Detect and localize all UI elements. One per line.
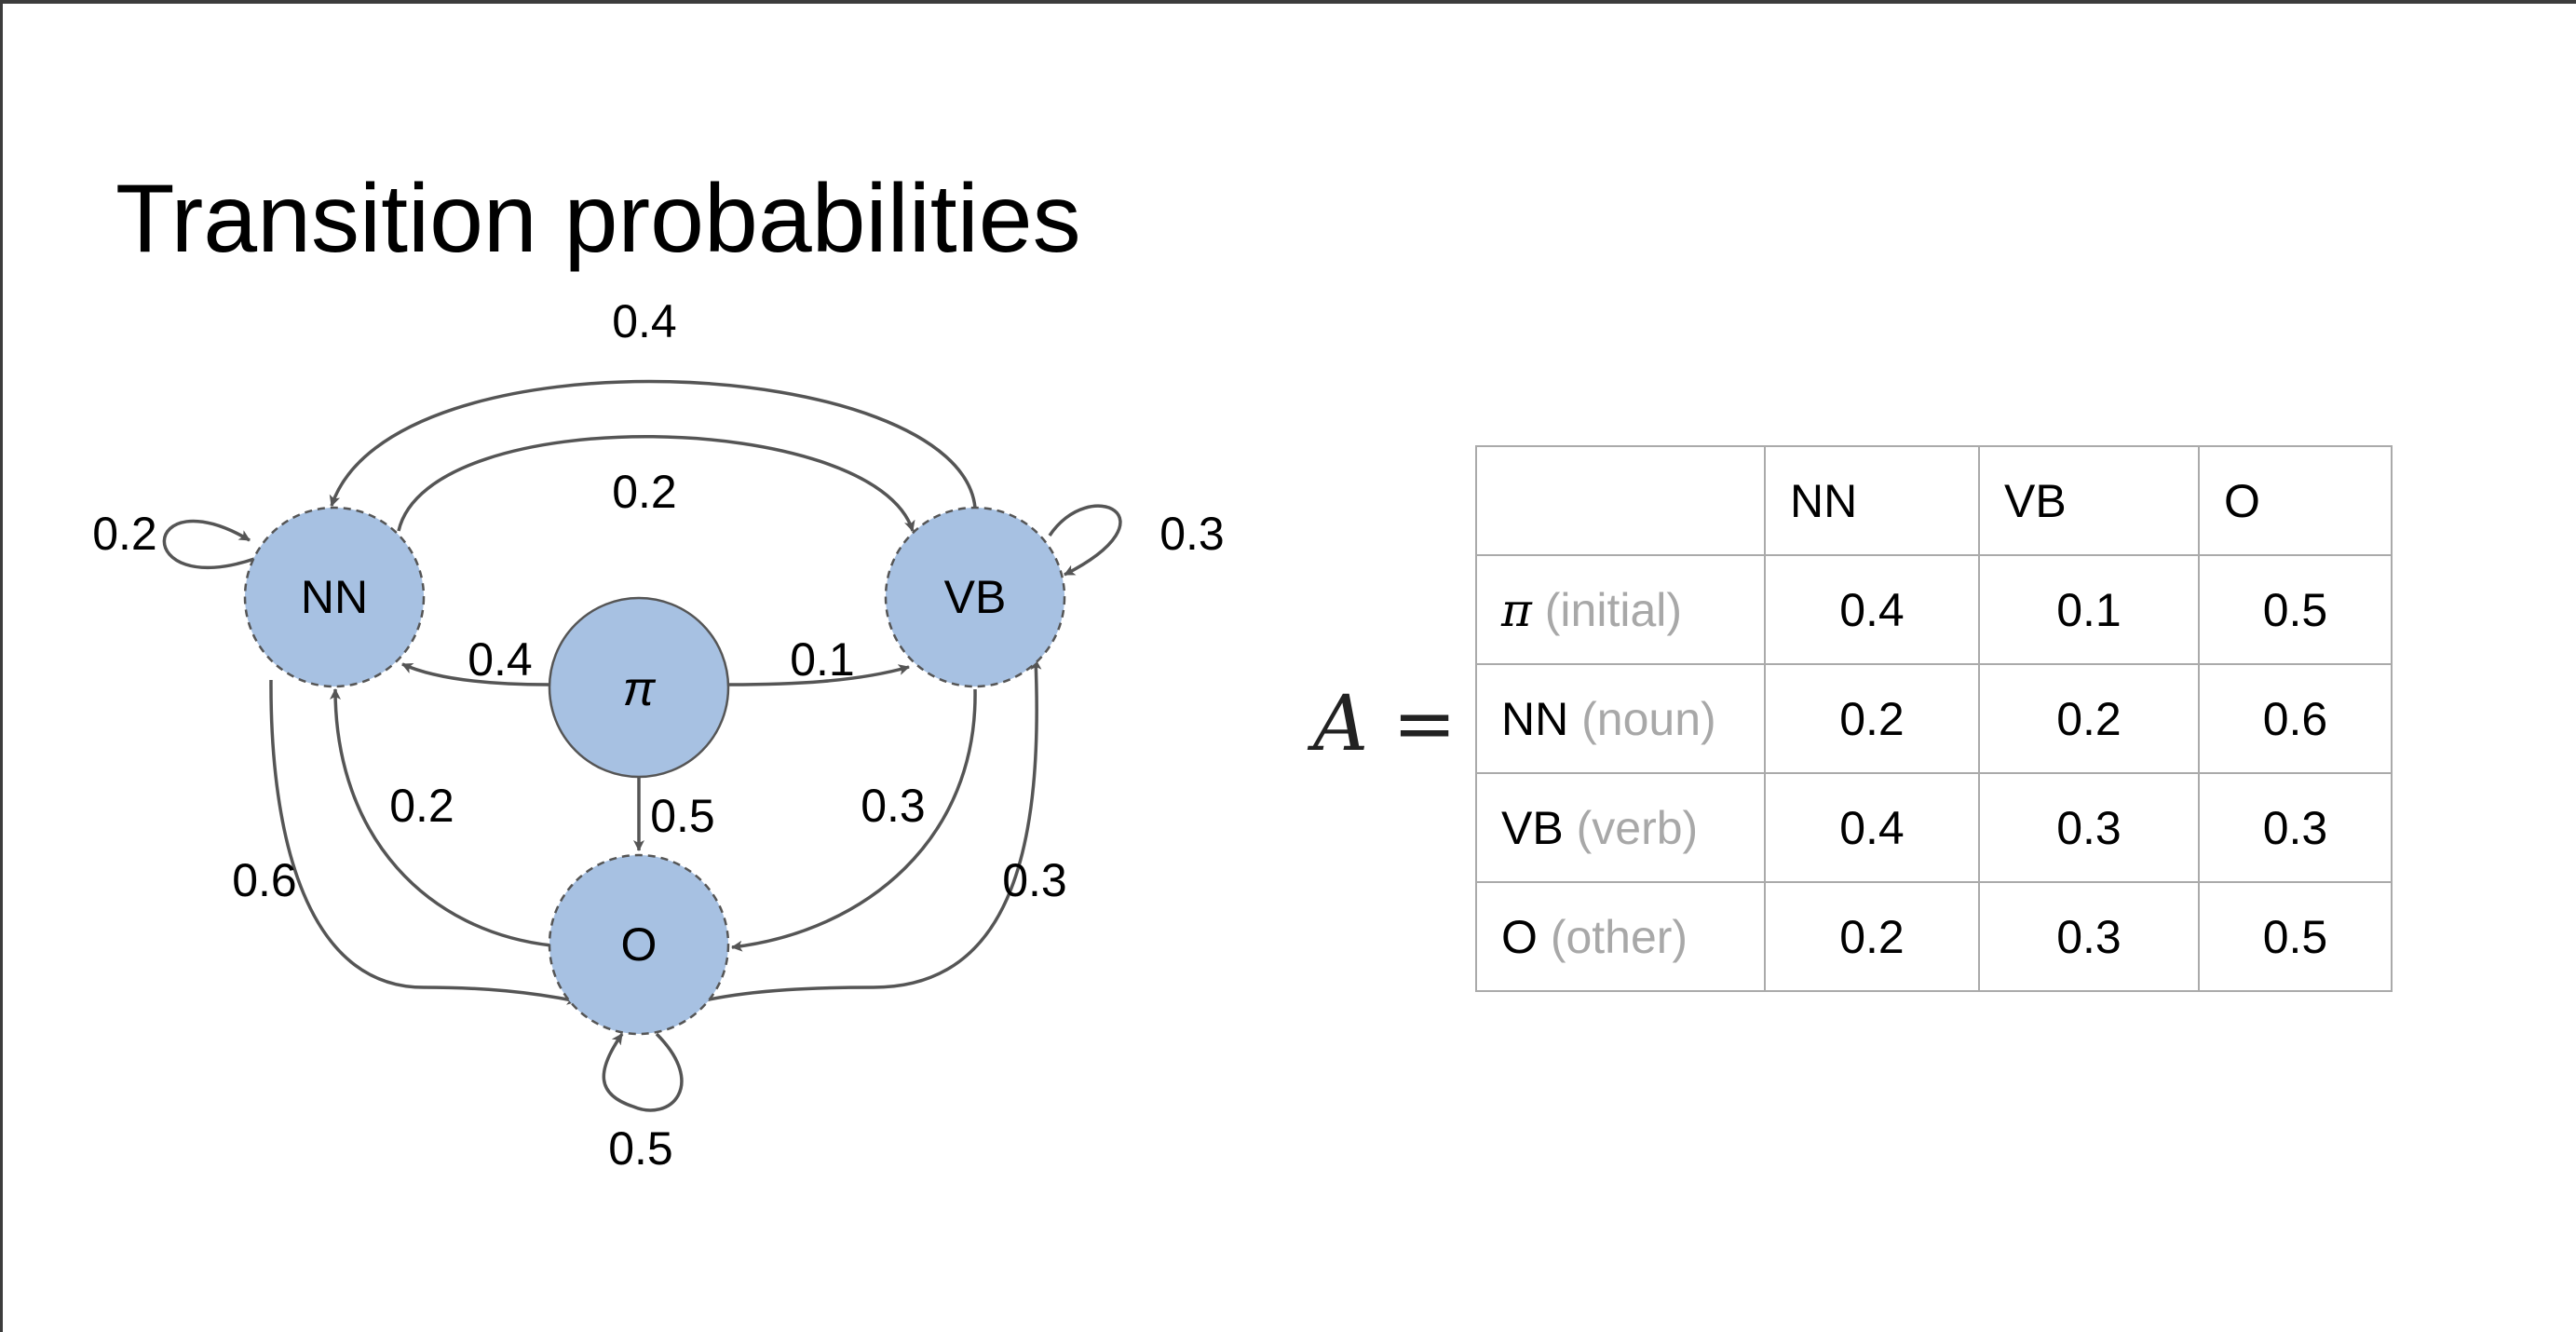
corner-cell [1475,445,1766,556]
table-cell: 0.3 [2198,772,2393,883]
col-header: O [2198,445,2393,556]
matrix-symbol: A [1313,680,1369,768]
edge-label: 0.1 [790,633,855,686]
node-label: O [621,918,658,971]
equals-sign: = [1392,680,1457,768]
edge-o-to-nn: 0.2 [330,688,552,947]
table-cell: 0.2 [1764,663,1980,774]
transition-matrix-table: NN VB O π (initial) 0.4 0.1 0.5 NN (noun… [1475,445,2393,992]
edge-label: 0.2 [612,466,677,518]
table-cell: 0.2 [1978,663,2200,774]
edge-nn-to-vb: 0.2 [397,435,915,532]
edge-nn-self-loop: 0.2 [92,508,255,570]
row-header: NN (noun) [1475,663,1766,774]
row-header: O (other) [1475,881,1766,992]
table-cell: 0.5 [2198,881,2393,992]
edge-label: 0.6 [232,854,297,906]
table-cell: 0.4 [1764,772,1980,883]
edge-label: 0.5 [650,790,715,842]
edge-vb-to-nn: 0.4 [329,295,977,509]
matrix-equation: A = [1313,680,1457,768]
edge-label: 0.3 [861,780,926,832]
edge-label: 0.5 [608,1122,673,1175]
row-symbol: O [1501,910,1538,963]
edge-pi-to-nn: 0.4 [401,633,549,686]
row-header: π (initial) [1475,554,1766,665]
edge-label: 0.2 [389,780,454,832]
table-cell: 0.2 [1764,881,1980,992]
edge-label: 0.4 [612,295,677,347]
edge-label: 0.3 [1002,854,1067,906]
node-vb: VB [884,506,1066,688]
row-header: VB (verb) [1475,772,1766,883]
edge-vb-to-o: 0.3 [731,688,977,952]
row-description: (other) [1550,910,1688,963]
edge-o-to-vb: 0.3 [699,659,1067,1003]
edge-pi-to-o: 0.5 [633,778,715,851]
table-row: NN (noun) 0.2 0.2 0.6 [1475,663,2393,774]
row-symbol: VB [1501,801,1564,854]
edge-pi-to-vb: 0.1 [728,633,910,686]
node-pi: π [548,596,730,779]
col-header: VB [1978,445,2200,556]
row-symbol: π [1501,582,1532,637]
row-description: (initial) [1544,583,1683,636]
col-header: NN [1764,445,1980,556]
node-o: O [548,853,730,1036]
edge-label: 0.3 [1159,508,1225,560]
node-nn: NN [243,506,426,688]
table-cell: 0.1 [1978,554,2200,665]
table-row: VB (verb) 0.4 0.3 0.3 [1475,772,2393,883]
slide-title: Transition probabilities [115,165,1081,273]
table-row: π (initial) 0.4 0.1 0.5 [1475,554,2393,665]
table-cell: 0.6 [2198,663,2393,774]
row-description: (verb) [1576,801,1699,854]
edge-label: 0.4 [468,633,533,686]
edge-label: 0.2 [92,508,157,560]
row-description: (noun) [1581,692,1716,745]
node-label: π [623,662,657,716]
table-row: O (other) 0.2 0.3 0.5 [1475,881,2393,992]
table-cell: 0.3 [1978,881,2200,992]
node-label: VB [944,571,1007,623]
edge-o-self-loop: 0.5 [602,1032,684,1175]
table-cell: 0.4 [1764,554,1980,665]
table-cell: 0.3 [1978,772,2200,883]
edge-nn-to-o: 0.6 [232,679,578,1005]
node-label: NN [301,571,368,623]
row-symbol: NN [1501,692,1569,745]
edge-vb-self-loop: 0.3 [1048,504,1225,577]
table-cell: 0.5 [2198,554,2393,665]
header-row: NN VB O [1475,445,2393,556]
